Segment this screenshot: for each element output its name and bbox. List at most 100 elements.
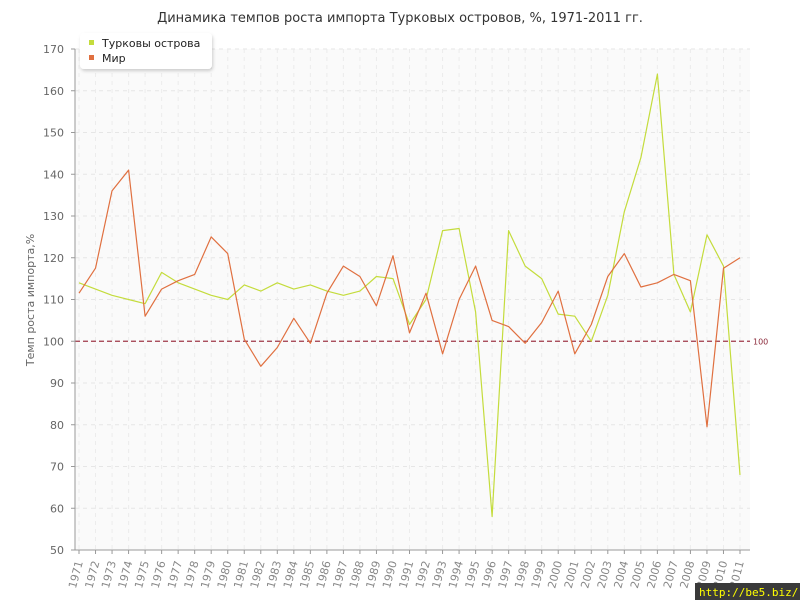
series-0-point[interactable] <box>704 232 709 237</box>
series-1-point[interactable] <box>572 351 577 356</box>
series-1-point[interactable] <box>407 330 412 335</box>
series-1-point[interactable] <box>556 289 561 294</box>
series-1-point[interactable] <box>490 318 495 323</box>
series-0-point[interactable] <box>242 282 247 287</box>
series-1-point[interactable] <box>242 337 247 342</box>
series-1-point[interactable] <box>605 274 610 279</box>
series-0-point[interactable] <box>77 280 82 285</box>
series-0-point[interactable] <box>622 209 627 214</box>
series-0-point[interactable] <box>655 72 660 77</box>
series-1-point[interactable] <box>209 234 214 239</box>
series-0-point[interactable] <box>258 289 263 294</box>
y-tick-label: 100 <box>43 335 64 348</box>
y-tick-label: 110 <box>43 294 64 307</box>
series-1-point[interactable] <box>424 291 429 296</box>
series-1-point[interactable] <box>704 424 709 429</box>
series-1-point[interactable] <box>192 272 197 277</box>
grid-y <box>75 48 750 509</box>
series-0-point[interactable] <box>390 276 395 281</box>
series-1-point[interactable] <box>589 322 594 327</box>
series-1-point[interactable] <box>308 341 313 346</box>
series-0-point[interactable] <box>225 297 230 302</box>
y-tick-label: 150 <box>43 127 64 140</box>
series-0-point[interactable] <box>457 226 462 231</box>
series-1-point[interactable] <box>390 253 395 258</box>
series-1-point[interactable] <box>77 291 82 296</box>
y-tick-label: 140 <box>43 168 64 181</box>
legend[interactable]: Турковы острова Мир <box>80 33 212 69</box>
series-1-point[interactable] <box>357 274 362 279</box>
series-1-point[interactable] <box>506 324 511 329</box>
series-1-point[interactable] <box>159 287 164 292</box>
series-1-point[interactable] <box>688 278 693 283</box>
series-1-point[interactable] <box>110 188 115 193</box>
grid-x <box>78 49 741 550</box>
series-1-point[interactable] <box>738 255 743 260</box>
watermark-link[interactable]: http://be5.biz/ <box>699 586 798 599</box>
series-0-point[interactable] <box>572 314 577 319</box>
series-0-point[interactable] <box>308 282 313 287</box>
series-1-point[interactable] <box>126 168 131 173</box>
series-0-point[interactable] <box>126 297 131 302</box>
series-0-point[interactable] <box>192 287 197 292</box>
series-1-point[interactable] <box>291 316 296 321</box>
series-1-point[interactable] <box>258 364 263 369</box>
series-1-point[interactable] <box>622 251 627 256</box>
series-1-point[interactable] <box>93 266 98 271</box>
series-0-point[interactable] <box>589 339 594 344</box>
series-1-point[interactable] <box>143 314 148 319</box>
series-0-point[interactable] <box>490 514 495 519</box>
series-1-point[interactable] <box>539 320 544 325</box>
series-0-point[interactable] <box>159 270 164 275</box>
series-group <box>77 72 743 519</box>
series-1-point[interactable] <box>275 345 280 350</box>
series-0-point[interactable] <box>638 155 643 160</box>
series-1-point[interactable] <box>324 291 329 296</box>
series-1-point[interactable] <box>523 341 528 346</box>
series-1-point[interactable] <box>457 297 462 302</box>
series-0-point[interactable] <box>473 310 478 315</box>
series-0-point[interactable] <box>291 287 296 292</box>
series-line-1[interactable] <box>78 169 741 428</box>
series-0-point[interactable] <box>275 280 280 285</box>
series-0-point[interactable] <box>341 293 346 298</box>
series-1-point[interactable] <box>655 280 660 285</box>
chart-title: Динамика темпов роста импорта Турковых о… <box>157 11 643 26</box>
series-0-point[interactable] <box>738 472 743 477</box>
watermark[interactable]: http://be5.biz/ <box>695 583 800 600</box>
legend-label-0[interactable]: Турковы острова <box>101 37 200 50</box>
series-0-point[interactable] <box>110 293 115 298</box>
series-0-point[interactable] <box>374 274 379 279</box>
series-0-point[interactable] <box>605 293 610 298</box>
series-line-0[interactable] <box>78 73 741 518</box>
y-tick-label: 160 <box>43 85 64 98</box>
series-1-point[interactable] <box>638 284 643 289</box>
series-0-point[interactable] <box>93 287 98 292</box>
series-1-point[interactable] <box>374 303 379 308</box>
watermark-background <box>695 583 800 600</box>
y-axis-ticks: 50 60 70 80 90 100 110 120 130 140 150 160 170 <box>43 43 75 557</box>
series-1-point[interactable] <box>225 251 230 256</box>
series-0-point[interactable] <box>539 276 544 281</box>
y-tick-label: 90 <box>50 377 64 390</box>
series-0-point[interactable] <box>209 293 214 298</box>
series-1-point[interactable] <box>473 264 478 269</box>
series-0-point[interactable] <box>506 228 511 233</box>
series-0-point[interactable] <box>523 264 528 269</box>
series-1-point[interactable] <box>721 266 726 271</box>
y-tick-label: 80 <box>50 419 64 432</box>
legend-label-1[interactable]: Мир <box>102 52 126 65</box>
series-0-point[interactable] <box>440 228 445 233</box>
series-1-point[interactable] <box>440 351 445 356</box>
series-0-point[interactable] <box>688 310 693 315</box>
series-1-point[interactable] <box>341 264 346 269</box>
series-1-point[interactable] <box>176 278 181 283</box>
y-tick-label: 120 <box>43 252 64 265</box>
series-0-point[interactable] <box>556 312 561 317</box>
y-axis-label: Темп роста импорта,% <box>24 234 37 367</box>
y-tick-label: 70 <box>50 461 64 474</box>
series-0-point[interactable] <box>357 289 362 294</box>
series-1-point[interactable] <box>671 272 676 277</box>
